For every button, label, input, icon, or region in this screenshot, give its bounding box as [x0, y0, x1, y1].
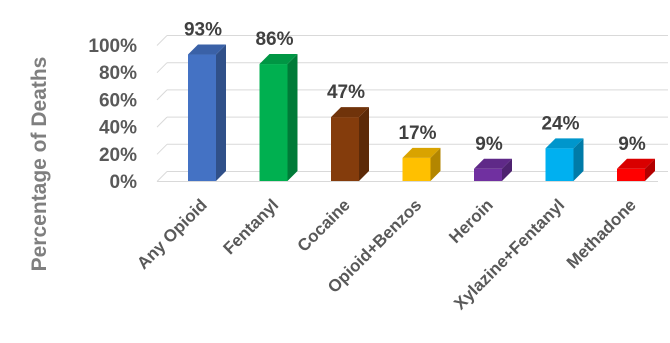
- data-label: 24%: [541, 113, 579, 134]
- bar-methadone: [617, 158, 655, 181]
- bar-top: [617, 158, 655, 169]
- bar-side: [216, 44, 226, 181]
- bar-top: [331, 107, 369, 118]
- bar-front: [259, 64, 288, 181]
- bar-top: [474, 158, 512, 169]
- bar-top: [402, 147, 441, 158]
- data-label: 93%: [184, 20, 222, 41]
- data-label: 86%: [255, 29, 293, 50]
- data-label: 9%: [475, 134, 503, 155]
- y-tick-label: 100%: [88, 36, 137, 57]
- x-tick-label: Heroin: [445, 195, 497, 247]
- data-label: 17%: [398, 123, 436, 144]
- bar-cocaine: [331, 107, 369, 181]
- y-tick-label: 0%: [110, 172, 138, 193]
- gridlines: [156, 35, 668, 182]
- bar-front: [474, 168, 502, 181]
- gridline-diag: [156, 171, 168, 182]
- bar-front: [331, 117, 359, 181]
- bar-side: [573, 138, 584, 181]
- gridline-diag: [156, 35, 168, 46]
- bar-front: [545, 148, 574, 181]
- bars: [188, 44, 655, 181]
- x-tick-label: Fentanyl: [219, 195, 282, 258]
- bar-front: [617, 168, 645, 181]
- bar-heroin: [474, 158, 512, 181]
- data-label: 9%: [618, 134, 646, 155]
- bar-opioid-benzos: [402, 147, 441, 181]
- bar-top: [188, 44, 226, 55]
- x-tick-label: Any Opioid: [133, 195, 211, 273]
- gridline-diag: [156, 62, 168, 74]
- bar-top: [545, 138, 584, 149]
- x-tick-label: Cocaine: [294, 195, 354, 255]
- bar-side: [359, 107, 369, 181]
- gridline-diag: [156, 89, 168, 101]
- x-tick-label: Methadone: [563, 195, 640, 272]
- y-axis-title: Percentage of Deaths: [28, 57, 51, 272]
- bar-side: [430, 147, 441, 181]
- bar-top: [259, 54, 298, 65]
- bar-xylazine-fentanyl: [545, 138, 584, 181]
- bar-front: [402, 157, 431, 181]
- bar-side: [645, 158, 655, 181]
- bar-front: [188, 54, 216, 181]
- y-tick-label: 80%: [99, 63, 137, 84]
- bar-side: [502, 158, 512, 181]
- gridline-diag: [156, 116, 168, 128]
- y-tick-label: 20%: [99, 145, 137, 166]
- bar-fentanyl: [259, 54, 298, 181]
- data-label: 47%: [327, 82, 365, 103]
- bar-any-opioid: [188, 44, 226, 181]
- y-axis-ticks: 0% 20% 40% 60% 80% 100%: [88, 36, 137, 193]
- bar-side: [287, 54, 298, 181]
- y-tick-label: 60%: [99, 90, 137, 111]
- y-tick-label: 40%: [99, 118, 137, 139]
- gridline-diag: [156, 143, 168, 155]
- data-labels: 93% 86% 47% 17% 9% 24% 9%: [184, 20, 646, 155]
